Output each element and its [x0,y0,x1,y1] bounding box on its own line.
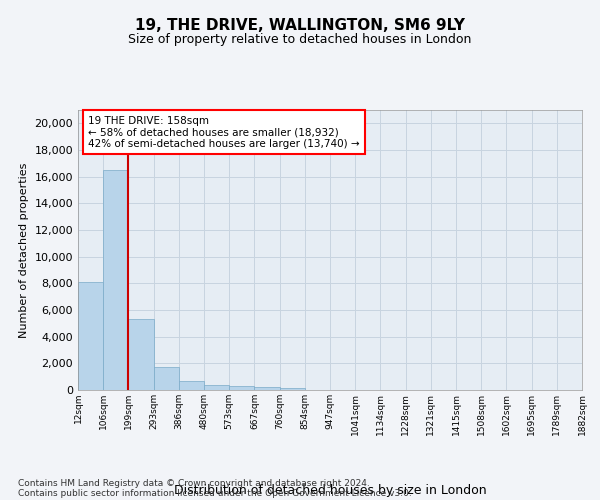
Bar [78,282,103,390]
Bar [204,386,229,390]
Bar [280,388,305,390]
Bar [229,386,254,390]
Text: 19, THE DRIVE, WALLINGTON, SM6 9LY: 19, THE DRIVE, WALLINGTON, SM6 9LY [135,18,465,32]
Text: Contains HM Land Registry data © Crown copyright and database right 2024.: Contains HM Land Registry data © Crown c… [18,478,370,488]
Text: 19 THE DRIVE: 158sqm
← 58% of detached houses are smaller (18,932)
42% of semi-d: 19 THE DRIVE: 158sqm ← 58% of detached h… [88,116,360,149]
Bar [254,388,280,390]
Bar [154,366,179,390]
Bar [128,318,154,390]
Bar [179,382,204,390]
X-axis label: Distribution of detached houses by size in London: Distribution of detached houses by size … [173,484,487,496]
Text: Size of property relative to detached houses in London: Size of property relative to detached ho… [128,32,472,46]
Y-axis label: Number of detached properties: Number of detached properties [19,162,29,338]
Text: Contains public sector information licensed under the Open Government Licence v3: Contains public sector information licen… [18,488,412,498]
Bar [103,170,128,390]
